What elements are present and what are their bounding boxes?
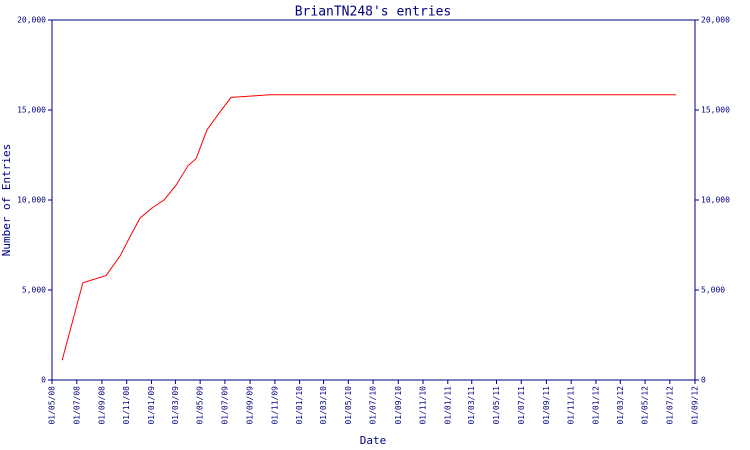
x-tick-label: 01/07/08 bbox=[72, 386, 81, 425]
y2-tick-label: 20,000 bbox=[701, 16, 730, 25]
x-tick-label: 01/01/09 bbox=[147, 386, 156, 425]
x-tick-label: 01/07/11 bbox=[517, 386, 526, 425]
x-tick-label: 01/03/12 bbox=[616, 386, 625, 425]
x-tick-label: 01/05/08 bbox=[48, 386, 57, 425]
y-tick-label: 10,000 bbox=[17, 196, 46, 205]
x-tick-label: 01/09/10 bbox=[394, 386, 403, 425]
y2-tick-label: 0 bbox=[701, 376, 706, 385]
x-tick-label: 01/09/12 bbox=[691, 386, 700, 425]
x-tick-label: 01/03/10 bbox=[319, 386, 328, 425]
x-tick-label: 01/11/10 bbox=[419, 386, 428, 425]
y-tick-label: 0 bbox=[41, 376, 46, 385]
x-axis-label: Date bbox=[360, 434, 387, 447]
x-tick-label: 01/03/11 bbox=[467, 386, 476, 425]
x-tick-label: 01/05/11 bbox=[492, 386, 501, 425]
x-tick-label: 01/07/10 bbox=[369, 386, 378, 425]
x-tick-label: 01/07/12 bbox=[665, 386, 674, 425]
x-tick-label: 01/07/09 bbox=[220, 386, 229, 425]
x-tick-label: 01/11/09 bbox=[270, 386, 279, 425]
x-tick-label: 01/11/11 bbox=[567, 386, 576, 425]
y-tick-label: 20,000 bbox=[17, 16, 46, 25]
y2-tick-label: 5,000 bbox=[701, 286, 725, 295]
x-tick-label: 01/05/09 bbox=[196, 386, 205, 425]
x-tick-label: 01/09/09 bbox=[246, 386, 255, 425]
x-tick-label: 01/01/12 bbox=[591, 386, 600, 425]
y-tick-label: 5,000 bbox=[22, 286, 46, 295]
x-tick-label: 01/03/09 bbox=[171, 386, 180, 425]
chart-title: BrianTN248's entries bbox=[295, 5, 452, 20]
y2-tick-label: 10,000 bbox=[701, 196, 730, 205]
y-axis-label: Number of Entries bbox=[0, 144, 13, 257]
y-tick-label: 15,000 bbox=[17, 106, 46, 115]
x-tick-label: 01/01/11 bbox=[443, 386, 452, 425]
data-line bbox=[61, 94, 676, 361]
x-tick-label: 01/11/08 bbox=[122, 386, 131, 425]
x-tick-label: 01/09/11 bbox=[542, 386, 551, 425]
x-tick-label: 01/05/12 bbox=[641, 386, 650, 425]
plot-frame bbox=[51, 19, 696, 381]
y2-tick-label: 15,000 bbox=[701, 106, 730, 115]
x-tick-label: 01/09/08 bbox=[97, 386, 106, 425]
x-tick-label: 01/01/10 bbox=[295, 386, 304, 425]
x-tick-label: 01/05/10 bbox=[344, 386, 353, 425]
